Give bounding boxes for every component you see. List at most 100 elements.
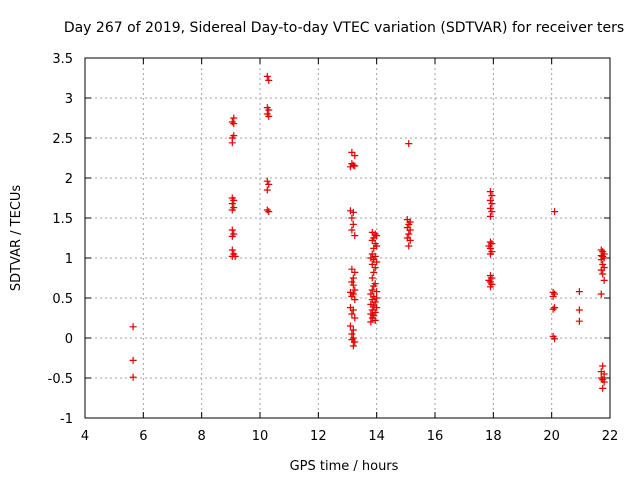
data-point <box>370 282 378 290</box>
data-point <box>486 283 494 291</box>
data-point <box>371 308 379 316</box>
data-point <box>600 378 608 386</box>
data-point <box>349 274 357 282</box>
data-point <box>486 188 494 196</box>
data-point <box>599 362 607 370</box>
data-point <box>228 200 236 208</box>
data-point <box>368 286 376 294</box>
data-point <box>551 335 559 343</box>
data-point <box>263 72 271 80</box>
data-point <box>228 226 236 234</box>
data-point <box>373 304 381 312</box>
data-point <box>405 230 413 238</box>
data-point <box>371 264 379 272</box>
x-tick-label: 12 <box>310 429 327 444</box>
data-point <box>551 208 559 216</box>
data-point <box>599 252 607 260</box>
data-point <box>549 305 557 313</box>
data-point <box>597 290 605 298</box>
x-axis-label: GPS time / hours <box>290 459 399 474</box>
data-point <box>349 281 357 289</box>
data-point <box>230 196 238 204</box>
y-tick-labels: -1 -0.5 0 0.5 1 1.5 2 2.5 3 3.5 <box>48 52 73 427</box>
data-point <box>349 326 357 334</box>
data-point <box>346 322 354 330</box>
data-point <box>368 274 376 282</box>
chart-title: Day 267 of 2019, Sidereal Day-to-day VTE… <box>64 20 624 36</box>
data-point <box>348 226 356 234</box>
data-point <box>265 76 273 84</box>
y-tick-label: 1.5 <box>52 212 73 227</box>
data-point <box>486 204 494 212</box>
data-point <box>575 288 583 296</box>
data-point <box>351 268 359 276</box>
data-point <box>551 304 559 312</box>
data-point <box>228 206 236 214</box>
data-point <box>373 258 381 266</box>
data-point <box>371 298 379 306</box>
data-point <box>228 232 236 240</box>
data-point <box>263 177 271 185</box>
x-tick-label: 4 <box>81 429 89 444</box>
data-point <box>486 212 494 220</box>
data-point <box>370 244 378 252</box>
data-point <box>575 317 583 325</box>
data-point <box>575 306 583 314</box>
y-tick-label: -0.5 <box>48 372 73 387</box>
data-point <box>373 288 381 296</box>
data-point <box>349 342 357 350</box>
data-point <box>405 220 413 228</box>
x-tick-label: 16 <box>427 429 444 444</box>
data-point <box>263 206 271 214</box>
x-tick-label: 8 <box>198 429 206 444</box>
data-point <box>351 296 359 304</box>
data-point <box>129 356 137 364</box>
x-tick-label: 10 <box>252 429 269 444</box>
x-tick-label: 14 <box>368 429 385 444</box>
data-point <box>486 196 494 204</box>
data-point <box>599 270 607 278</box>
y-tick-label: 2.5 <box>52 132 73 147</box>
data-point <box>599 260 607 268</box>
data-point <box>599 384 607 392</box>
data-point <box>371 252 379 260</box>
data-point <box>228 246 236 254</box>
data-point <box>406 226 414 234</box>
y-tick-label: -1 <box>60 412 73 427</box>
x-tick-label: 22 <box>602 429 619 444</box>
data-point <box>129 323 137 331</box>
data-point <box>265 112 273 120</box>
data-point <box>351 286 359 294</box>
data-point <box>228 139 236 147</box>
data-point <box>263 186 271 194</box>
data-point <box>265 208 273 216</box>
data-point <box>349 306 357 314</box>
data-point <box>597 266 605 274</box>
data-point <box>351 314 359 322</box>
data-point <box>597 374 605 382</box>
plot-frame <box>84 57 611 419</box>
x-tick-labels: 4 6 8 10 12 14 16 18 20 22 <box>81 429 618 444</box>
data-point <box>230 120 238 128</box>
y-tick-label: 0.5 <box>52 292 73 307</box>
data-point <box>488 208 496 216</box>
data-point <box>348 214 356 222</box>
data-point <box>600 370 608 378</box>
y-tick-label: 3 <box>65 92 73 107</box>
data-point <box>373 294 381 302</box>
data-point <box>265 180 273 188</box>
data-point <box>351 232 359 240</box>
y-tick-label: 0 <box>65 332 73 347</box>
data-point <box>231 252 239 260</box>
data-point <box>348 310 356 318</box>
x-tick-label: 18 <box>485 429 502 444</box>
data-point <box>230 132 238 140</box>
data-point <box>549 292 557 300</box>
data-point <box>405 140 413 148</box>
data-point <box>486 238 494 246</box>
y-tick-label: 2 <box>65 172 73 187</box>
data-point <box>351 162 359 170</box>
data-point <box>346 163 354 171</box>
